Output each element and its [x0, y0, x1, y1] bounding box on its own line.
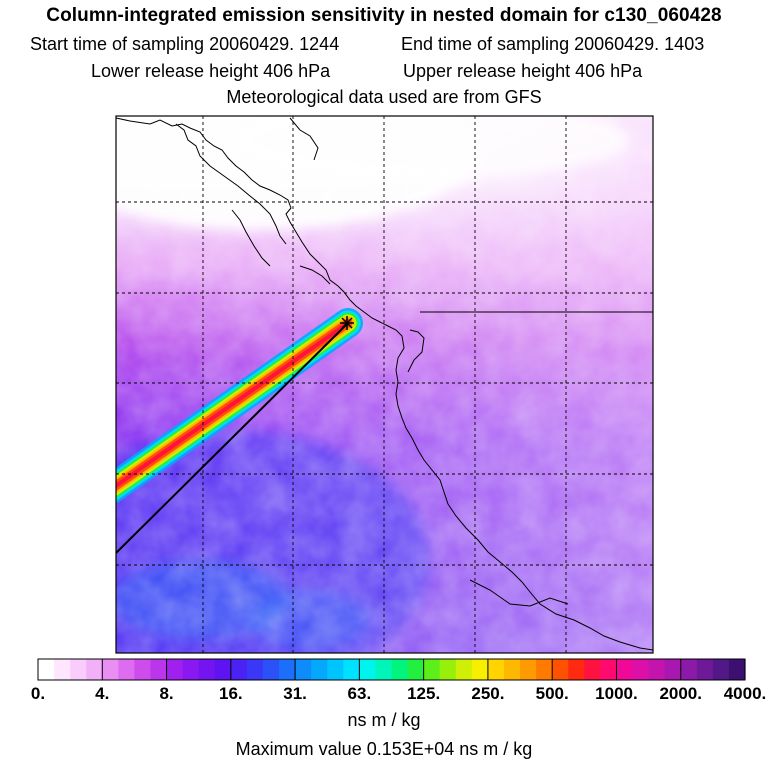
colorbar-frame [37, 658, 746, 681]
colorbar-cell [343, 659, 360, 680]
colorbar-tick-label: 16. [218, 684, 243, 703]
trajectory-line [115, 322, 349, 554]
colorbar-cell [407, 659, 425, 680]
colorbar-tick-label: 4. [95, 684, 110, 703]
colorbar-cell [552, 659, 569, 680]
colorbar-tick-label: 0. [30, 684, 46, 703]
chart-title: Column-integrated emission sensitivity i… [46, 5, 722, 26]
colorbar-cell [279, 659, 296, 680]
colorbar-cell [166, 659, 184, 680]
colorbar-cell [520, 659, 537, 680]
colorbar-cell [118, 659, 136, 680]
colorbar-cell [568, 659, 585, 680]
colorbar-cell [536, 659, 553, 680]
colorbar-cell [391, 659, 409, 680]
colorbar-cell [584, 659, 601, 680]
colorbar-cell [616, 659, 634, 680]
colorbar-cell [246, 659, 264, 680]
lower-release-height-label: Lower release height 406 hPa [91, 61, 331, 81]
meteorological-data-label: Meteorological data used are from GFS [226, 87, 542, 107]
colorbar-tick-label: 8. [159, 684, 174, 703]
colorbar-cell [70, 659, 87, 680]
colorbar-tick-label: 63. [347, 684, 372, 703]
colorbar-cell [182, 659, 200, 680]
colorbar-cell [455, 659, 473, 680]
colorbar-tick-label: 31. [283, 684, 307, 703]
release-point-star [340, 316, 354, 330]
colorbar-tick-label: 1000. [595, 684, 638, 703]
colorbar-cell [487, 659, 505, 680]
colorbar-cell [648, 659, 666, 680]
colorbar-dividers [101, 659, 682, 680]
maximum-value-label: Maximum value 0.153E+04 ns m / kg [235, 739, 533, 759]
sampling-end-label: End time of sampling 20060429. 1403 [401, 34, 705, 54]
coastlines [116, 117, 653, 651]
colorbar-tick-label: 4000. [723, 684, 767, 703]
colorbar-cell [86, 659, 103, 680]
colorbar-cell [38, 659, 55, 680]
colorbar-cell [295, 659, 312, 680]
field-layer [116, 116, 653, 653]
colorbar-cell [150, 659, 168, 680]
colorbar-cell [102, 659, 119, 680]
colorbar-cell [439, 659, 457, 680]
colorbar-cell [311, 659, 328, 680]
plot-frame [115, 115, 654, 654]
texture-noise [116, 116, 653, 653]
plume-band [116, 321, 350, 489]
colorbar-cell [600, 659, 618, 680]
colorbar-cell [198, 659, 216, 680]
colorbar-cell [632, 659, 650, 680]
colorbar-tick-label: 125. [407, 684, 441, 703]
colorbar-cell [503, 659, 521, 680]
colorbar-cell [728, 659, 746, 680]
colorbar-tick-label: 2000. [659, 684, 702, 703]
emission-plume [116, 308, 363, 504]
colorbar-cell [262, 659, 280, 680]
colorbar-cell [359, 659, 377, 680]
colorbar-tick-label: 250. [471, 684, 505, 703]
colorbar-cell [214, 659, 232, 680]
colorbar-tick-label: 500. [535, 684, 569, 703]
colorbar-cell [664, 659, 682, 680]
colorbar-cell [423, 659, 441, 680]
colorbar-cell [696, 659, 714, 680]
colorbar-cell [375, 659, 393, 680]
colorbar-cell [680, 659, 698, 680]
colorbar-cell [54, 659, 71, 680]
colorbar-cell [134, 659, 152, 680]
upper-release-height-label: Upper release height 406 hPa [403, 61, 643, 81]
sampling-start-label: Start time of sampling 20060429. 1244 [30, 34, 340, 54]
colorbar-cell [712, 659, 730, 680]
colorbar-cells [38, 659, 746, 680]
colorbar-cell [230, 659, 248, 680]
colorbar-units-label: ns m / kg [347, 710, 421, 730]
colorbar-cell [471, 659, 489, 680]
colorbar-cell [327, 659, 344, 680]
